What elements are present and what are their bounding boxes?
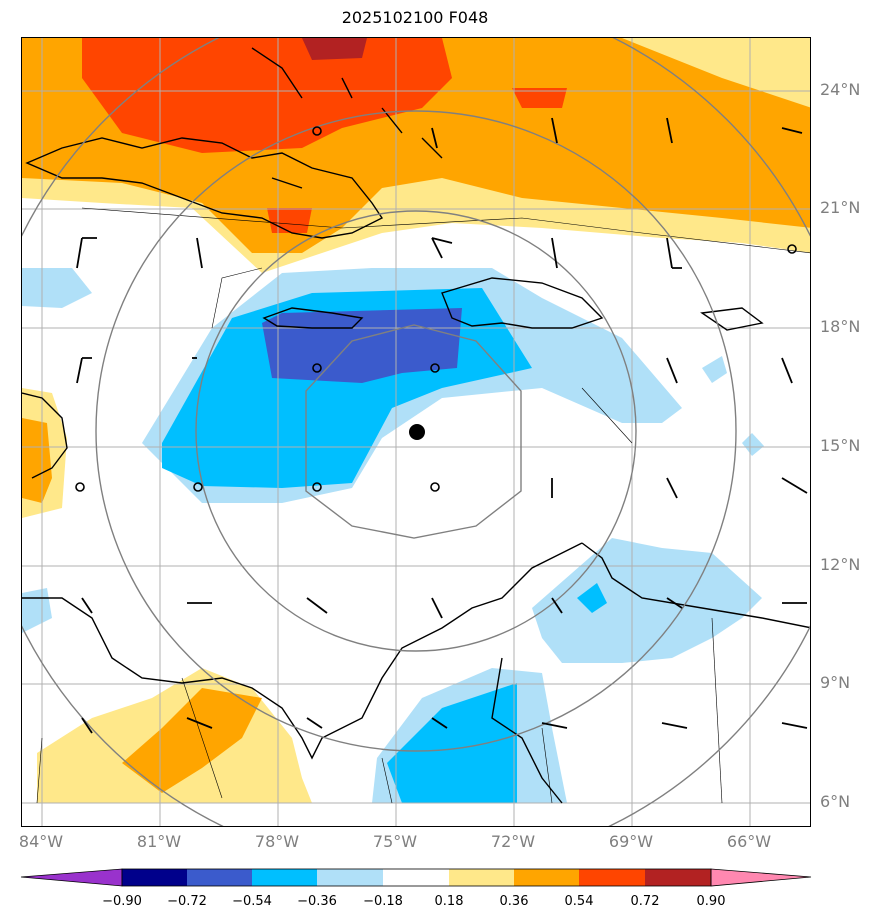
lon-label-84w: 84°W xyxy=(18,832,64,851)
lat-label-6n: 6°N xyxy=(820,792,851,811)
jamaica-coast xyxy=(262,307,364,329)
colorbar xyxy=(20,868,812,887)
coastlines xyxy=(22,47,810,804)
storm-center-dot xyxy=(409,424,425,440)
map-title: 2025102100 F048 xyxy=(341,8,489,27)
yucatan-coast xyxy=(22,392,68,479)
south-america-coast xyxy=(581,542,810,629)
colorbar-bin-1 xyxy=(122,869,187,886)
range-ring-3 xyxy=(95,110,737,752)
colorbar-bin-4 xyxy=(317,869,383,886)
colorbar-bin-5 xyxy=(383,869,449,886)
calm-wind-markers xyxy=(75,126,797,492)
colorbar-tick-10: 0.90 xyxy=(696,894,726,909)
w-edge-light-blue xyxy=(22,588,52,633)
lat-label-24n: 24°N xyxy=(820,80,861,99)
hispaniola-coast xyxy=(441,277,604,329)
colorbar-bin-8 xyxy=(579,869,645,886)
red-small-2 xyxy=(267,208,312,233)
colorbar-bin-6 xyxy=(449,869,514,886)
range-ring-inner xyxy=(305,324,522,539)
east-small-blue-2 xyxy=(742,433,764,456)
colombia-venezuela-inland xyxy=(491,657,563,804)
puerto-rico-coast xyxy=(700,307,764,331)
north-darkred-patch xyxy=(302,38,367,60)
east-small-blue-1 xyxy=(702,356,727,383)
lat-label-15n: 15°N xyxy=(820,436,861,455)
central-america-coast xyxy=(22,542,583,760)
north-red-patch xyxy=(82,38,452,153)
s-cyan xyxy=(387,683,517,803)
colorbar-bin-7 xyxy=(514,869,579,886)
lat-label-21n: 21°N xyxy=(820,198,861,217)
se-cyan-small xyxy=(577,583,607,613)
lat-label-12n: 12°N xyxy=(820,555,861,574)
west-light-blue xyxy=(22,268,92,308)
west-orange-patch xyxy=(22,418,52,503)
wind-barbs xyxy=(76,117,808,734)
colorbar-tick-8: 0.54 xyxy=(564,894,594,909)
range-ring-2 xyxy=(195,210,637,652)
lon-label-69w: 69°W xyxy=(608,832,654,851)
colorbar-tick-5: −0.18 xyxy=(363,894,403,909)
colorbar-tick-9: 0.72 xyxy=(630,894,660,909)
se-light-blue xyxy=(532,538,762,663)
colorbar-bin-3 xyxy=(252,869,317,886)
colorbar-outline xyxy=(121,868,712,887)
lat-label-18n: 18°N xyxy=(820,317,861,336)
colorbar-min-extend xyxy=(20,868,123,887)
colorbar-tick-1: −0.90 xyxy=(102,894,142,909)
lon-label-72w: 72°W xyxy=(490,832,536,851)
lon-label-75w: 75°W xyxy=(372,832,418,851)
sw-orange-patch xyxy=(122,688,262,793)
lon-label-78w: 78°W xyxy=(254,832,300,851)
north-red-small xyxy=(512,88,567,108)
colorbar-tick-6: 0.18 xyxy=(434,894,464,909)
colorbar-tick-7: 0.36 xyxy=(499,894,529,909)
colorbar-bin-9 xyxy=(645,869,711,886)
lon-label-81w: 81°W xyxy=(136,832,182,851)
cuba-coast xyxy=(25,137,384,239)
colorbar-max-extend xyxy=(710,868,812,887)
map-frame xyxy=(21,37,811,827)
map-canvas xyxy=(22,38,810,826)
central-royal-blue xyxy=(262,308,462,383)
negative-anomaly-fill xyxy=(22,268,764,803)
lat-label-9n: 9°N xyxy=(820,673,851,692)
colorbar-tick-2: −0.72 xyxy=(167,894,207,909)
positive-anomaly-fill xyxy=(22,38,810,803)
graticule xyxy=(22,38,810,826)
bahamas-islands xyxy=(251,47,443,189)
country-borders xyxy=(36,207,810,804)
range-rings xyxy=(22,38,810,826)
lon-label-66w: 66°W xyxy=(726,832,772,851)
colorbar-tick-4: −0.36 xyxy=(297,894,337,909)
colorbar-bin-2 xyxy=(187,869,252,886)
colorbar-tick-3: −0.54 xyxy=(232,894,272,909)
